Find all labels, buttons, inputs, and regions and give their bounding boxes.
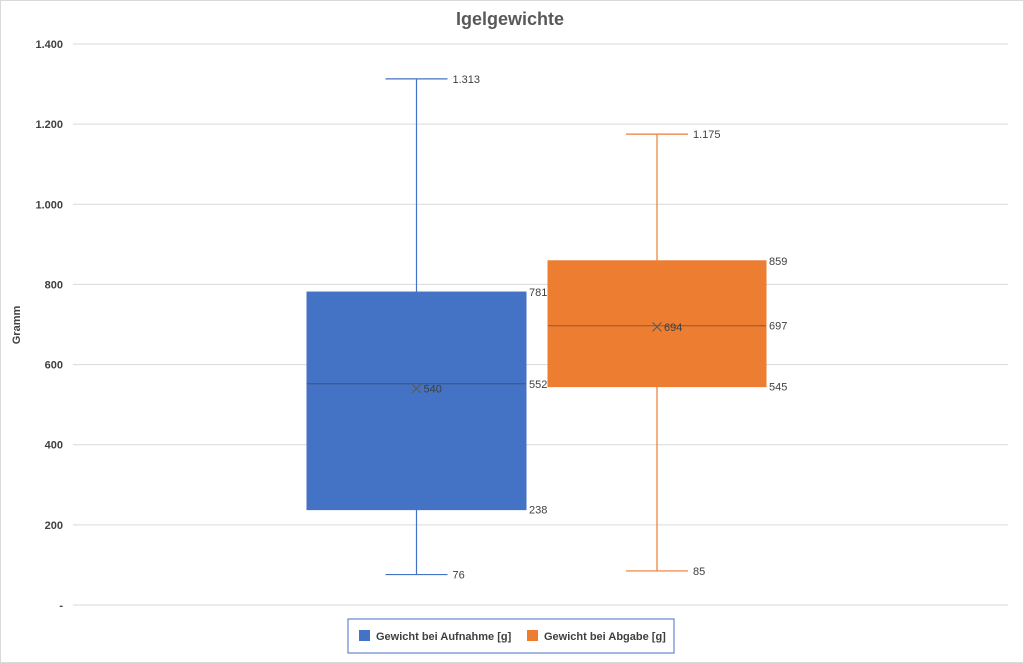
- y-tick-label: 1.200: [35, 119, 63, 131]
- legend-label: Gewicht bei Abgabe [g]: [544, 631, 666, 643]
- y-tick-label: 1.000: [35, 199, 63, 211]
- q3-label: 781: [529, 287, 547, 299]
- q1-label: 545: [769, 382, 787, 394]
- q3-label: 859: [769, 256, 787, 268]
- y-tick-label: 400: [45, 440, 63, 452]
- mean-marker: [652, 322, 662, 332]
- chart-title: Igelgewichte: [456, 9, 564, 29]
- min-label: 85: [693, 566, 705, 578]
- mean-marker: [411, 383, 422, 394]
- box-series: 1.313 76 781 238 552 540 1.175 85 859 545 697 694: [306, 74, 787, 582]
- legend-swatch: [527, 630, 538, 641]
- box-iqr: [547, 260, 767, 388]
- y-axis-ticks: - 200 400 600 800 1.000 1.200 1.400: [35, 39, 63, 612]
- legend-swatch: [359, 630, 370, 641]
- mean-label: 694: [664, 322, 682, 334]
- legend-box: [347, 618, 675, 654]
- y-tick-label: -: [59, 600, 63, 612]
- y-tick-label: 200: [45, 520, 63, 532]
- y-tick-label: 600: [45, 360, 63, 372]
- legend: Gewicht bei Aufnahme [g] Gewicht bei Abga…: [347, 618, 675, 654]
- max-label: 1.175: [693, 129, 721, 141]
- mean-label: 540: [424, 384, 442, 396]
- box-iqr: [306, 291, 527, 511]
- gridlines: [73, 43, 1008, 606]
- y-axis-label: Gramm: [11, 306, 23, 345]
- q1-label: 238: [529, 505, 547, 517]
- box-series-1: 1.313 76 781 238 552 540: [306, 74, 547, 582]
- legend-label: Gewicht bei Aufnahme [g]: [376, 631, 512, 643]
- y-tick-label: 800: [45, 279, 63, 291]
- median-label: 552: [529, 379, 547, 391]
- min-label: 76: [453, 570, 465, 582]
- box-series-2: 1.175 85 859 545 697 694: [547, 129, 787, 578]
- mean-marker-stroke: [652, 322, 662, 332]
- y-tick-label: 1.400: [35, 39, 63, 51]
- mean-marker-stroke: [411, 383, 422, 394]
- max-label: 1.313: [453, 74, 481, 86]
- median-label: 697: [769, 321, 787, 333]
